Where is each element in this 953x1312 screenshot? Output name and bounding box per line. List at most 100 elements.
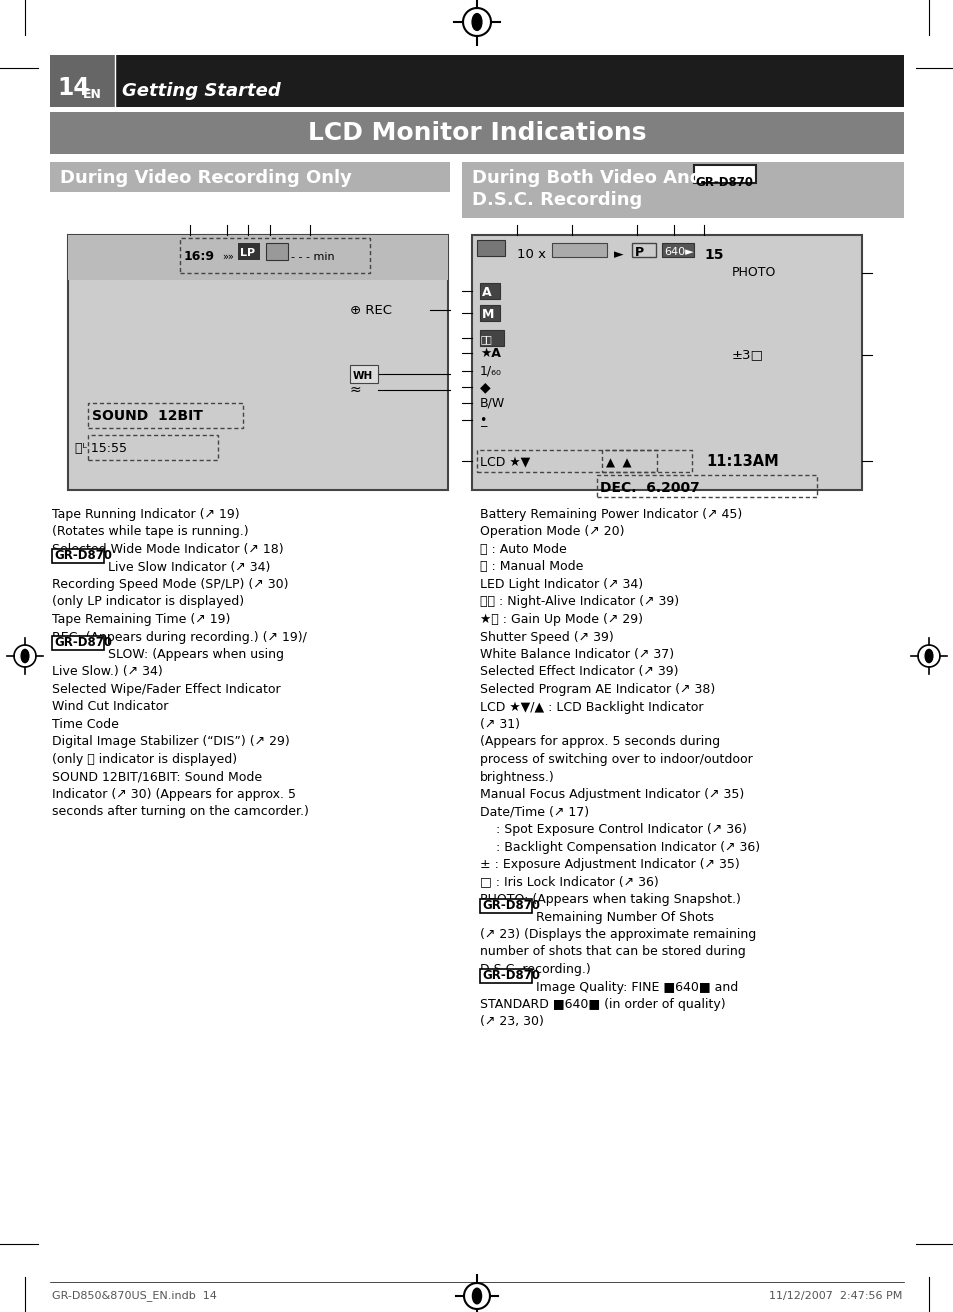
Text: (Rotates while tape is running.): (Rotates while tape is running.) xyxy=(52,526,249,538)
Text: (Appears for approx. 5 seconds during: (Appears for approx. 5 seconds during xyxy=(479,736,720,749)
Text: GR-D870: GR-D870 xyxy=(54,548,112,562)
Text: brightness.): brightness.) xyxy=(479,770,554,783)
Text: ± : Exposure Adjustment Indicator (↗ 35): ± : Exposure Adjustment Indicator (↗ 35) xyxy=(479,858,739,871)
Bar xyxy=(479,899,532,913)
Bar xyxy=(601,450,691,472)
Text: PHOTO: (Appears when taking Snapshot.): PHOTO: (Appears when taking Snapshot.) xyxy=(479,893,740,907)
Ellipse shape xyxy=(924,649,932,663)
Text: 11:13AM: 11:13AM xyxy=(705,454,778,468)
Bar xyxy=(350,365,377,383)
Text: (↗ 23, 30): (↗ 23, 30) xyxy=(479,1015,543,1029)
Text: Selected Effect Indicator (↗ 39): Selected Effect Indicator (↗ 39) xyxy=(479,665,678,678)
Text: STANDARD ■640■ (in order of quality): STANDARD ■640■ (in order of quality) xyxy=(479,998,725,1012)
Text: Remaining Number Of Shots: Remaining Number Of Shots xyxy=(536,911,713,924)
Text: During Video Recording Only: During Video Recording Only xyxy=(60,169,352,188)
Text: 640►: 640► xyxy=(663,247,693,257)
Bar xyxy=(50,161,450,192)
Text: Ⓜ : Manual Mode: Ⓜ : Manual Mode xyxy=(479,560,583,573)
Text: GR-D870: GR-D870 xyxy=(695,176,752,189)
Bar xyxy=(50,55,115,108)
Text: Tape Running Indicator (↗ 19): Tape Running Indicator (↗ 19) xyxy=(52,508,239,521)
Text: ★Ⓐ : Gain Up Mode (↗ 29): ★Ⓐ : Gain Up Mode (↗ 29) xyxy=(479,613,642,626)
Text: (only Ⓝ indicator is displayed): (only Ⓝ indicator is displayed) xyxy=(52,753,237,766)
Bar xyxy=(479,283,499,299)
Text: •̲: •̲ xyxy=(479,413,487,426)
Text: 16:9: 16:9 xyxy=(184,251,214,264)
Text: During Both Video And: During Both Video And xyxy=(472,169,701,188)
Text: »»: »» xyxy=(222,252,233,262)
Bar xyxy=(266,243,288,260)
Bar xyxy=(52,548,104,563)
Ellipse shape xyxy=(472,13,481,30)
Text: M: M xyxy=(481,307,494,320)
Bar xyxy=(88,403,243,428)
Text: □ : Iris Lock Indicator (↗ 36): □ : Iris Lock Indicator (↗ 36) xyxy=(479,875,659,888)
Text: (only LP indicator is displayed): (only LP indicator is displayed) xyxy=(52,596,244,609)
Text: Image Quality: FINE ■640■ and: Image Quality: FINE ■640■ and xyxy=(536,980,738,993)
Text: (↗ 31): (↗ 31) xyxy=(479,718,519,731)
Text: - - - min: - - - min xyxy=(291,252,335,262)
Text: Shutter Speed (↗ 39): Shutter Speed (↗ 39) xyxy=(479,631,613,643)
Text: P: P xyxy=(635,245,643,258)
Text: EN: EN xyxy=(83,88,102,101)
Text: Recording Speed Mode (SP/LP) (↗ 30): Recording Speed Mode (SP/LP) (↗ 30) xyxy=(52,579,288,590)
Text: GR-D870: GR-D870 xyxy=(481,970,539,981)
Text: ★A: ★A xyxy=(479,346,500,359)
Bar xyxy=(115,55,903,108)
Ellipse shape xyxy=(21,649,29,663)
Bar xyxy=(479,304,499,321)
Text: ▲  ▲: ▲ ▲ xyxy=(605,457,631,470)
Bar xyxy=(472,235,862,489)
Text: Tape Remaining Time (↗ 19): Tape Remaining Time (↗ 19) xyxy=(52,613,230,626)
Text: Battery Remaining Power Indicator (↗ 45): Battery Remaining Power Indicator (↗ 45) xyxy=(479,508,741,521)
Text: SLOW: (Appears when using: SLOW: (Appears when using xyxy=(108,648,284,661)
Text: LCD Monitor Indications: LCD Monitor Indications xyxy=(308,121,645,146)
Text: ◆: ◆ xyxy=(479,380,490,394)
Text: Getting Started: Getting Started xyxy=(122,81,280,100)
Text: SOUND  12BIT: SOUND 12BIT xyxy=(91,409,203,422)
Text: ±3□: ±3□ xyxy=(731,349,763,362)
Text: WH: WH xyxy=(353,371,373,380)
Text: Date/Time (↗ 17): Date/Time (↗ 17) xyxy=(479,806,589,819)
Text: (↗ 23) (Displays the approximate remaining: (↗ 23) (Displays the approximate remaini… xyxy=(479,928,756,941)
Bar xyxy=(68,235,448,489)
Text: GR-D850&870US_EN.indb  14: GR-D850&870US_EN.indb 14 xyxy=(52,1291,216,1302)
Bar xyxy=(68,235,448,279)
Text: Ⓝᴸ 15:55: Ⓝᴸ 15:55 xyxy=(75,442,127,455)
Text: 15: 15 xyxy=(703,248,722,262)
Text: PHOTO: PHOTO xyxy=(731,266,776,279)
Bar xyxy=(476,450,657,472)
Text: REC: (Appears during recording.) (↗ 19)/: REC: (Appears during recording.) (↗ 19)/ xyxy=(52,631,307,643)
Bar xyxy=(631,243,656,257)
Text: : Backlight Compensation Indicator (↗ 36): : Backlight Compensation Indicator (↗ 36… xyxy=(479,841,760,854)
Bar xyxy=(661,243,693,257)
Text: DEC.  6.2007: DEC. 6.2007 xyxy=(599,482,699,495)
Text: ⓃⓃ : Night-Alive Indicator (↗ 39): ⓃⓃ : Night-Alive Indicator (↗ 39) xyxy=(479,596,679,609)
Text: Selected Wipe/Fader Effect Indicator: Selected Wipe/Fader Effect Indicator xyxy=(52,684,280,695)
Bar xyxy=(479,331,503,346)
Text: SOUND 12BIT/16BIT: Sound Mode: SOUND 12BIT/16BIT: Sound Mode xyxy=(52,770,262,783)
Text: Selected Program AE Indicator (↗ 38): Selected Program AE Indicator (↗ 38) xyxy=(479,684,715,695)
Text: Selected Wide Mode Indicator (↗ 18): Selected Wide Mode Indicator (↗ 18) xyxy=(52,543,283,556)
Text: : Spot Exposure Control Indicator (↗ 36): : Spot Exposure Control Indicator (↗ 36) xyxy=(479,823,746,836)
Text: LP: LP xyxy=(240,248,254,258)
Bar xyxy=(476,240,504,256)
Text: seconds after turning on the camcorder.): seconds after turning on the camcorder.) xyxy=(52,806,309,819)
Text: LCD ★▼: LCD ★▼ xyxy=(479,457,530,470)
Bar xyxy=(180,237,370,273)
Bar xyxy=(597,475,816,497)
Text: D.S.C. Recording: D.S.C. Recording xyxy=(472,192,641,209)
Text: LCD ★▼/▲ : LCD Backlight Indicator: LCD ★▼/▲ : LCD Backlight Indicator xyxy=(479,701,702,714)
Text: Live Slow.) (↗ 34): Live Slow.) (↗ 34) xyxy=(52,665,163,678)
Text: 11/12/2007  2:47:56 PM: 11/12/2007 2:47:56 PM xyxy=(768,1291,901,1302)
Text: D.S.C. recording.): D.S.C. recording.) xyxy=(479,963,590,976)
Text: Time Code: Time Code xyxy=(52,718,119,731)
Bar xyxy=(88,436,218,461)
Text: White Balance Indicator (↗ 37): White Balance Indicator (↗ 37) xyxy=(479,648,674,661)
Bar xyxy=(693,165,755,182)
Text: ►: ► xyxy=(614,248,623,261)
Text: Operation Mode (↗ 20): Operation Mode (↗ 20) xyxy=(479,526,624,538)
Text: LED Light Indicator (↗ 34): LED Light Indicator (↗ 34) xyxy=(479,579,642,590)
Text: Indicator (↗ 30) (Appears for approx. 5: Indicator (↗ 30) (Appears for approx. 5 xyxy=(52,789,295,802)
Ellipse shape xyxy=(472,1288,481,1304)
